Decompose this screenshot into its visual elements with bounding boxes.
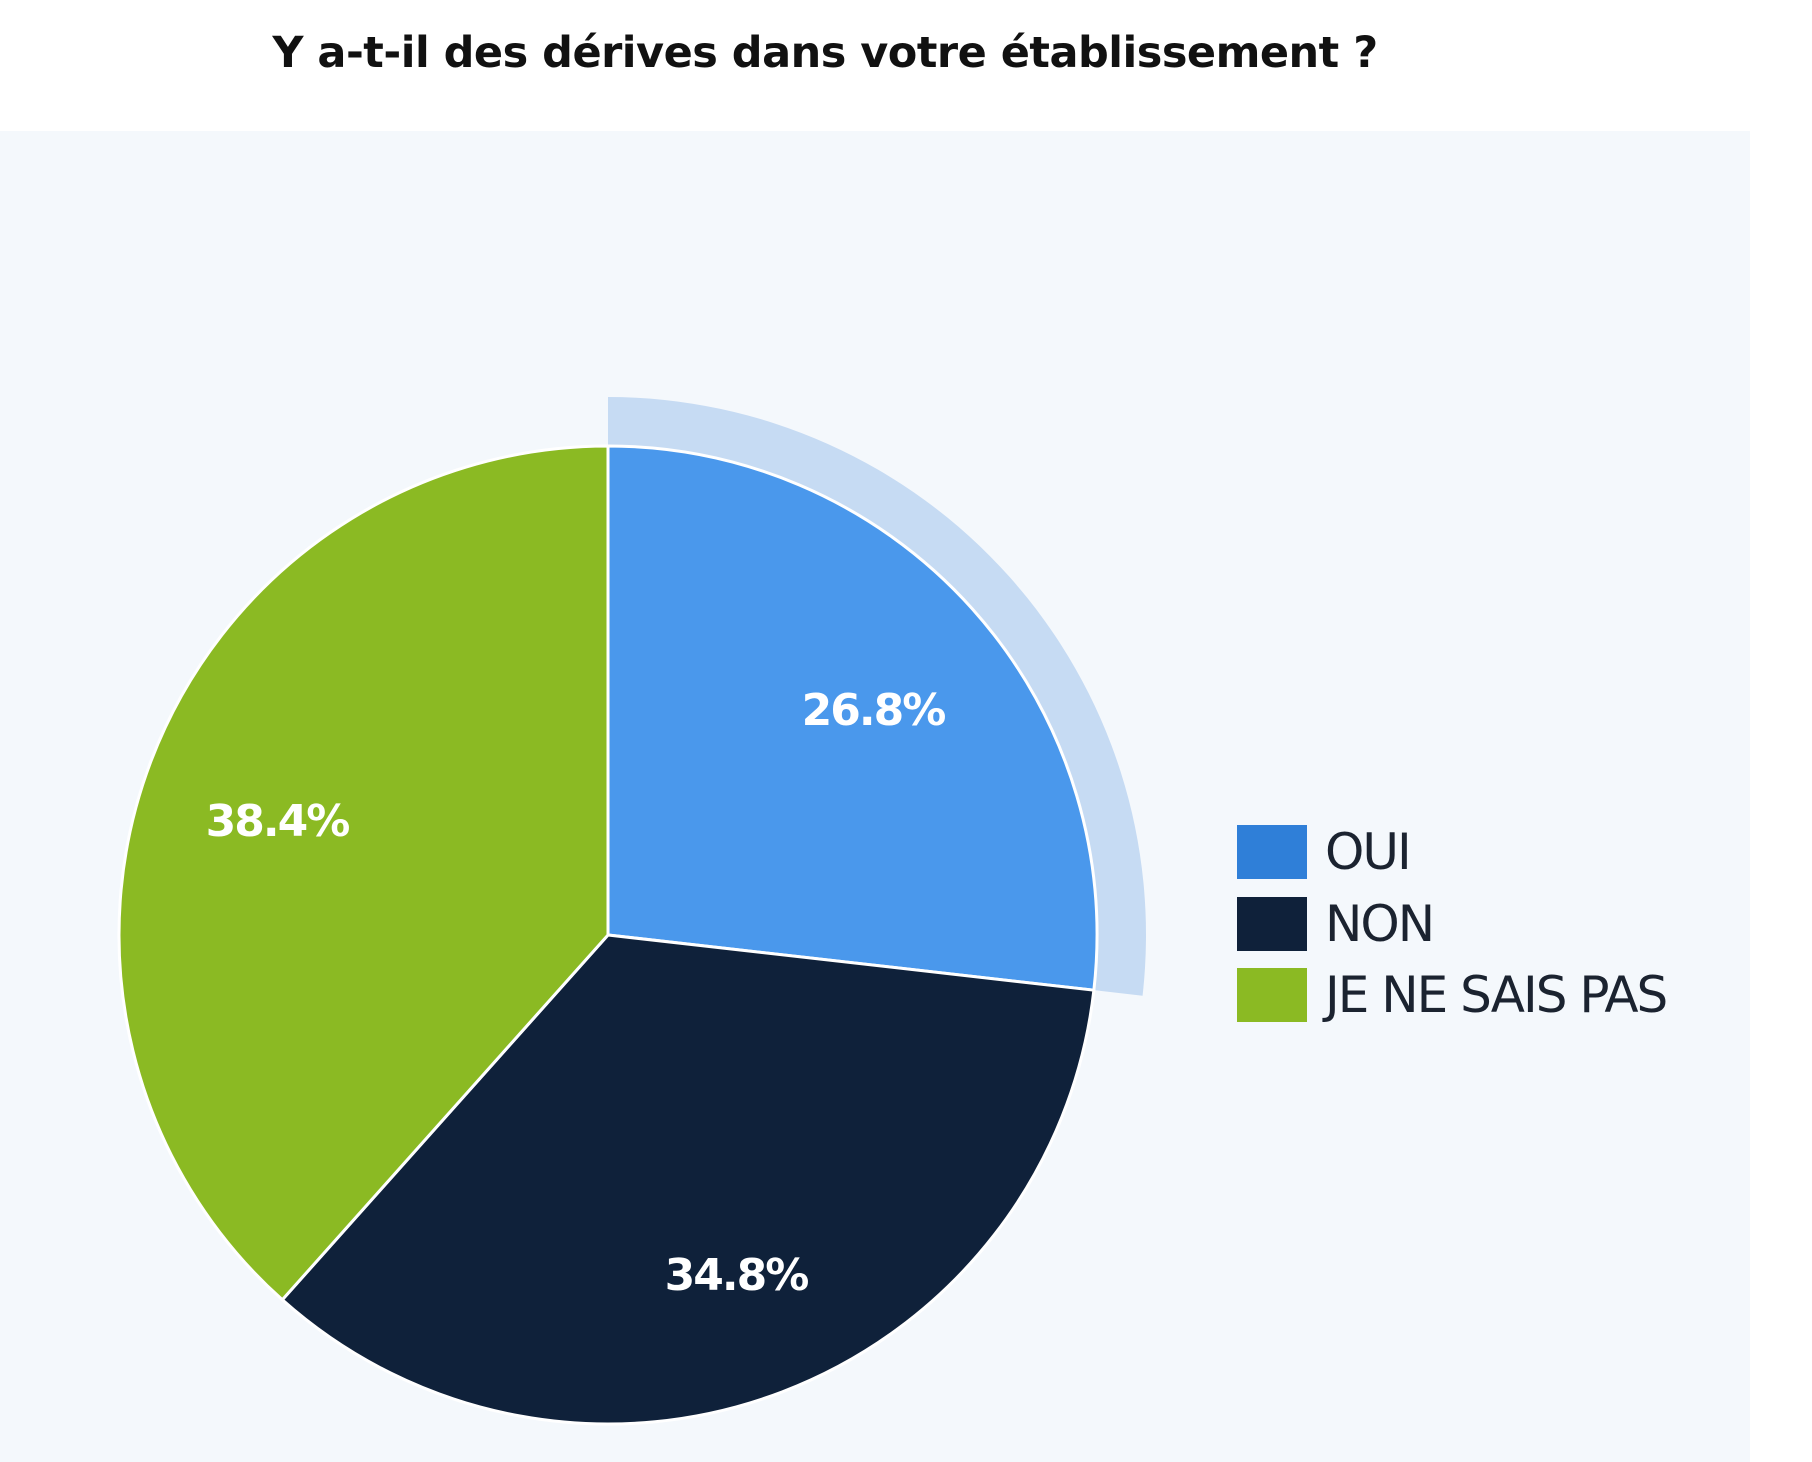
legend-item-je-ne-sais-pas[interactable]: JE NE SAIS PAS xyxy=(1237,966,1668,1024)
data-label: 34.8% xyxy=(665,1250,809,1301)
legend-item-oui[interactable]: OUI xyxy=(1237,823,1412,881)
legend-label: JE NE SAIS PAS xyxy=(1325,966,1668,1024)
legend-swatch xyxy=(1237,825,1307,879)
pie-slice-non[interactable] xyxy=(280,933,1096,1426)
slice-highlight-halo xyxy=(608,397,1146,996)
chart-title: Y a-t-il des dérives dans votre établiss… xyxy=(272,28,1378,78)
legend-label: NON xyxy=(1325,895,1435,953)
legend-swatch xyxy=(1237,968,1307,1022)
pie-slice-oui[interactable] xyxy=(606,444,1099,992)
legend-label: OUI xyxy=(1325,823,1412,881)
legend-item-non[interactable]: NON xyxy=(1237,895,1435,953)
legend-swatch xyxy=(1237,897,1307,951)
data-label: 38.4% xyxy=(206,796,350,847)
pie-slice-je-ne-sais-pas[interactable] xyxy=(117,444,610,1302)
data-label: 26.8% xyxy=(802,685,946,736)
